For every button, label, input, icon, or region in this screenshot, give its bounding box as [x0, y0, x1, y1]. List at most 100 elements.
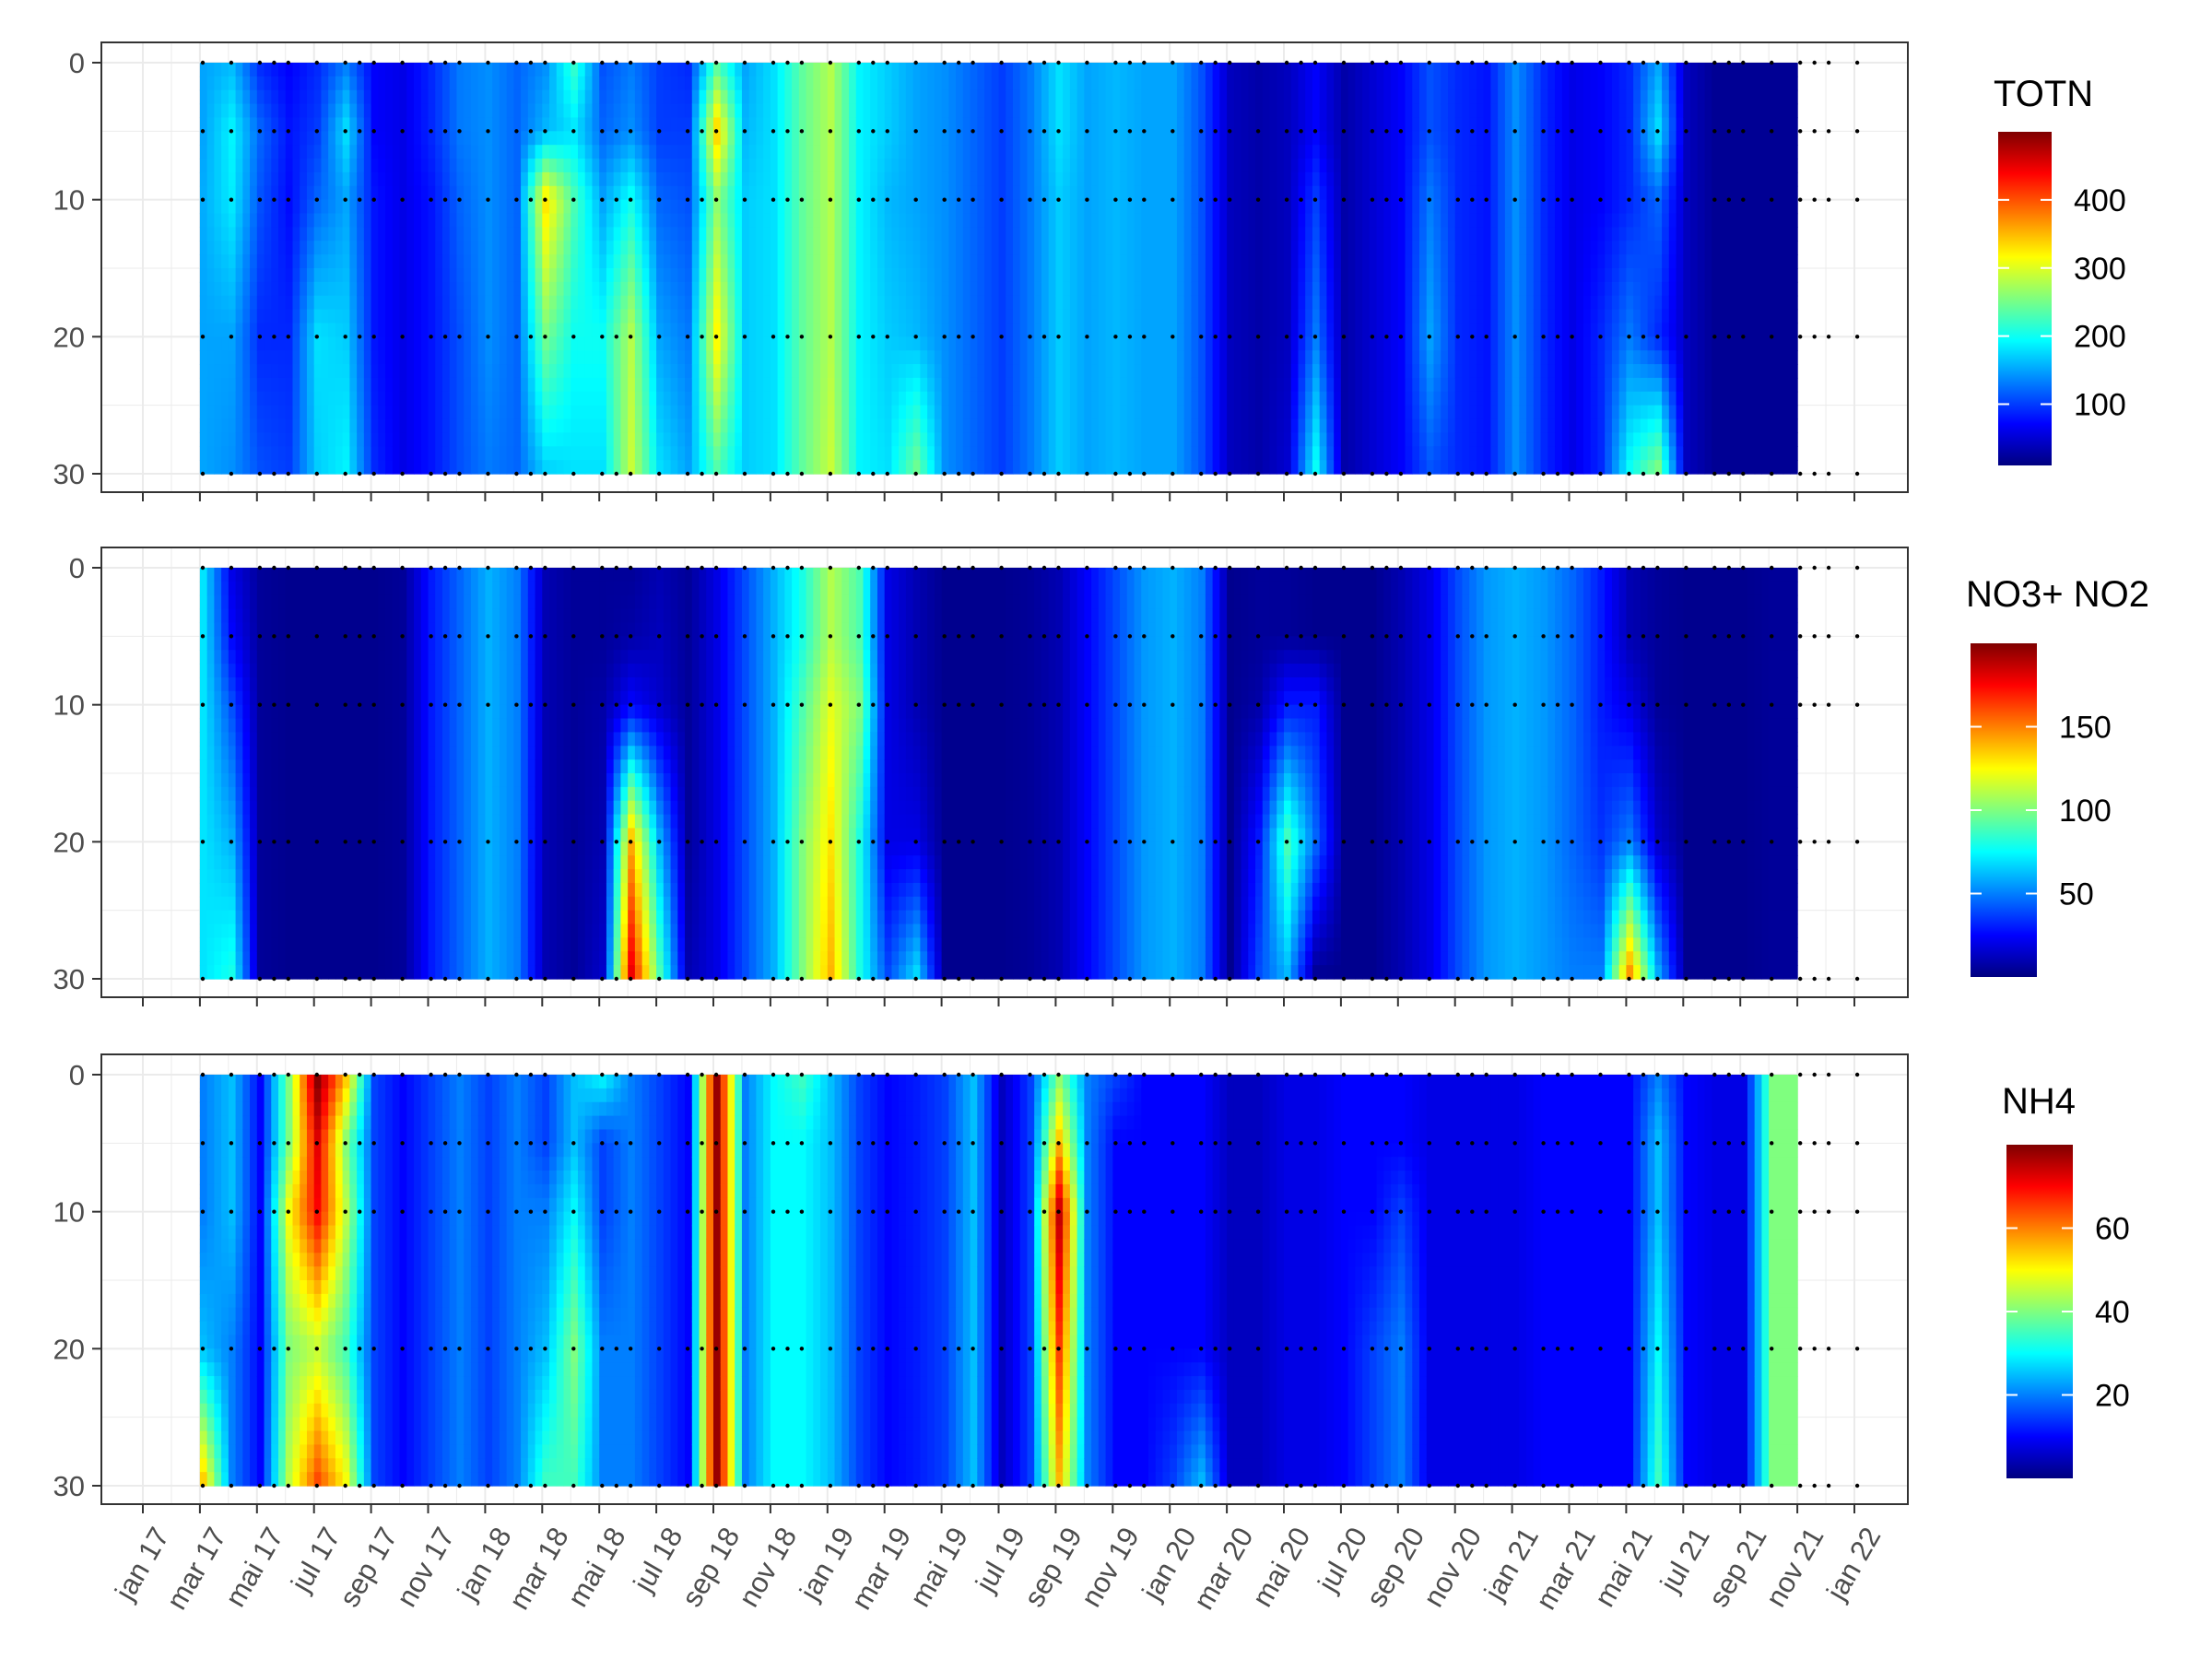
heat-cell — [228, 446, 237, 461]
heat-cell — [1091, 391, 1100, 406]
heat-cell — [713, 103, 722, 119]
heat-cell — [363, 295, 372, 311]
heat-cell — [470, 377, 479, 393]
heat-cell — [1312, 241, 1321, 255]
heat-cell — [214, 159, 222, 173]
heat-cell — [620, 117, 629, 132]
heat-cell — [506, 117, 514, 132]
heat-cell — [920, 227, 928, 241]
heat-cell — [934, 336, 943, 351]
heat-cell — [1019, 446, 1029, 461]
heat-cell — [628, 432, 636, 447]
heat-cell — [214, 432, 222, 447]
heat-cell — [934, 159, 943, 173]
heat-cell — [792, 131, 800, 146]
heat-cell — [1255, 350, 1264, 365]
heat-cell — [1233, 117, 1242, 132]
heat-cell — [392, 295, 401, 311]
heat-cell — [1027, 63, 1035, 77]
heat-cell — [1183, 241, 1193, 255]
heat-cell — [242, 213, 251, 228]
heat-cell — [1205, 460, 1214, 475]
heat-cell — [1326, 131, 1335, 146]
heat-cell — [485, 241, 493, 255]
heat-cell — [242, 364, 251, 379]
heat-cell — [962, 227, 971, 241]
heat-cell — [948, 268, 957, 283]
heat-cell — [441, 405, 451, 420]
heat-cell — [271, 336, 279, 351]
heat-cell — [1112, 446, 1121, 461]
heat-cell — [1340, 309, 1349, 324]
heat-cell — [920, 391, 928, 406]
heat-cell — [300, 446, 308, 461]
heat-cell — [1147, 309, 1157, 324]
heat-cell — [428, 446, 436, 461]
heat-cell — [1048, 309, 1056, 324]
heat-cell — [784, 377, 793, 393]
heat-cell — [905, 350, 914, 365]
heat-cell — [214, 145, 222, 159]
heat-cell — [321, 185, 329, 201]
heat-cell — [363, 418, 372, 433]
heat-cell — [1347, 281, 1356, 297]
heat-cell — [342, 89, 350, 105]
heat-cell — [1191, 103, 1199, 119]
heat-cell — [820, 131, 829, 146]
heat-cell — [613, 364, 622, 379]
heat-cell — [1334, 418, 1342, 433]
heat-cell — [385, 199, 394, 215]
heat-cell — [1162, 364, 1171, 379]
heat-cell — [877, 76, 886, 91]
heat-cell — [1098, 432, 1107, 447]
heat-cell — [385, 432, 394, 447]
heat-cell — [313, 446, 323, 461]
heat-cell — [1134, 268, 1142, 283]
heat-cell — [855, 76, 865, 91]
heat-cell — [691, 117, 700, 132]
heat-cell — [521, 227, 529, 241]
heat-cell — [899, 89, 907, 105]
heat-cell — [335, 391, 344, 406]
heat-cell — [1183, 295, 1193, 311]
heat-cell — [1219, 460, 1228, 475]
heat-cell — [941, 336, 949, 351]
heat-cell — [841, 350, 850, 365]
heat-cell — [1034, 350, 1042, 365]
heat-cell — [806, 171, 814, 187]
heat-cell — [1219, 145, 1228, 159]
heat-cell — [577, 377, 586, 393]
heat-cell — [727, 117, 735, 132]
heat-cell — [420, 254, 429, 269]
heat-cell — [1326, 405, 1335, 420]
heat-cell — [542, 364, 550, 379]
heat-cell — [934, 117, 943, 132]
heat-cell — [435, 460, 443, 475]
heat-cell — [606, 336, 615, 351]
heat-cell — [763, 227, 771, 241]
heat-cell — [420, 199, 429, 215]
heat-cell — [777, 145, 785, 159]
heat-cell — [792, 199, 800, 215]
heat-cell — [328, 323, 336, 337]
heat-cell — [663, 213, 672, 228]
heat-cell — [1326, 213, 1335, 228]
heat-cell — [962, 76, 971, 91]
heat-cell — [577, 391, 586, 406]
heat-cell — [663, 295, 672, 311]
heat-cell — [599, 405, 607, 420]
heat-cell — [727, 213, 735, 228]
heat-cell — [956, 159, 964, 173]
heat-cell — [1012, 281, 1021, 297]
heat-cell — [663, 199, 672, 215]
heat-cell — [691, 336, 700, 351]
heat-cell — [242, 432, 251, 447]
heat-cell — [1212, 103, 1220, 119]
heat-cell — [713, 131, 722, 146]
heat-cell — [634, 336, 643, 351]
heat-cell — [756, 171, 764, 187]
heat-cell — [784, 460, 793, 475]
heat-cell — [228, 76, 237, 91]
heat-cell — [441, 377, 451, 393]
heat-cell — [1262, 89, 1271, 105]
